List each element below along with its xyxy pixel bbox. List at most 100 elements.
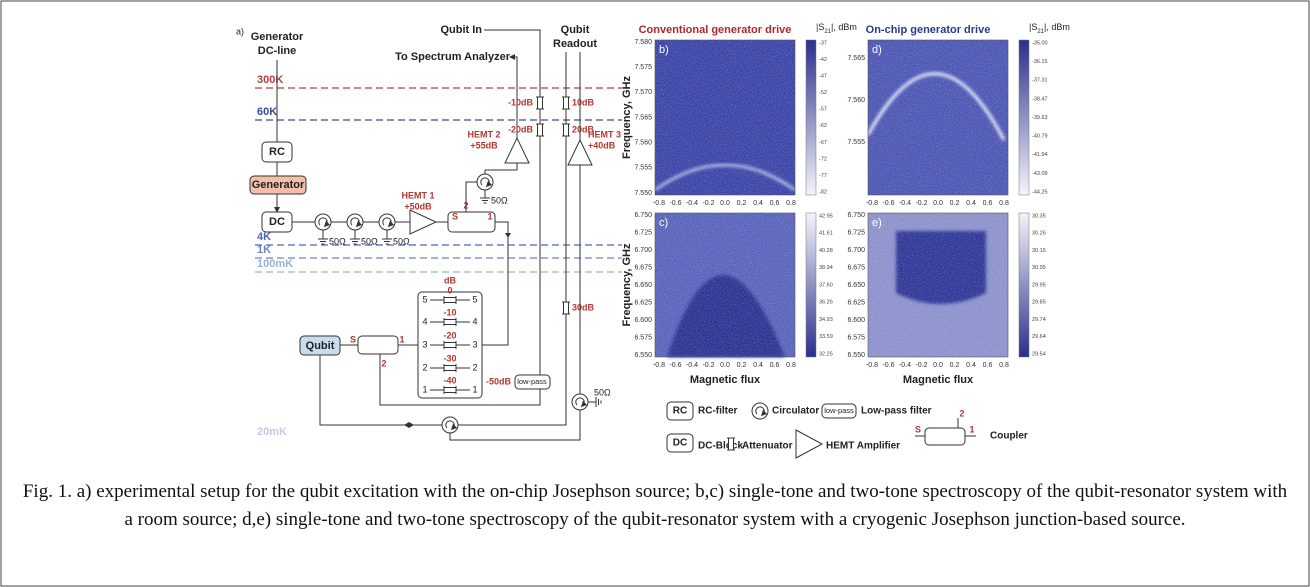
circulator-arrow [445, 420, 458, 431]
x-tick-label: 0.4 [966, 200, 976, 207]
ground [480, 192, 490, 204]
x-tick-label: 0.2 [737, 362, 747, 369]
colorbar-tick-label: -38.47 [1032, 96, 1048, 102]
circulator-arrow [350, 217, 363, 228]
ground [382, 233, 392, 245]
colorbar-tick-label: 38.94 [819, 265, 833, 271]
port-label: S [915, 424, 921, 434]
colorbar-tick-label: 29.54 [1032, 351, 1046, 357]
legend-rc [666, 401, 694, 421]
y-tick-label: 7.555 [634, 165, 652, 172]
panel-label: d) [872, 44, 882, 56]
x-tick-label: 0.2 [950, 362, 960, 369]
stage-label: 60K [257, 106, 277, 118]
y-axis-label: Frequency, GHz [621, 76, 633, 159]
switch-unit: dB [444, 275, 456, 285]
colorbar-tick-label: -57 [819, 107, 827, 113]
unit-part: |S [1029, 22, 1037, 32]
stage-label: 100mK [257, 258, 293, 270]
level-label: -30 [443, 353, 456, 363]
legend-text: Low-pass filter [861, 406, 932, 417]
amplifier [409, 209, 438, 235]
x-tick-label: -0.8 [866, 362, 878, 369]
attenuator [443, 297, 457, 303]
port-label: 1 [487, 211, 492, 221]
y-tick-label: 6.550 [634, 352, 652, 359]
amp-label: +50dB [404, 201, 432, 211]
legend-text: RC-filter [698, 406, 738, 417]
ground [590, 397, 602, 407]
level-label: 0 [447, 285, 452, 295]
x-tick-label: 0.4 [753, 362, 763, 369]
circulator [378, 213, 396, 231]
noise [655, 40, 795, 195]
circulator-arrow [318, 217, 331, 228]
x-tick-label: -0.8 [866, 200, 878, 207]
x-tick-label: 0.8 [786, 362, 796, 369]
wire [379, 353, 541, 406]
amp-label: HEMT 1 [401, 190, 434, 200]
line-label: Qubit [561, 24, 590, 36]
x-tick-label: -0.4 [899, 362, 911, 369]
panel-title: On-chip generator drive [866, 24, 991, 36]
load-label: 50Ω [594, 387, 611, 397]
circulator-arrow [382, 217, 395, 228]
circulator [314, 213, 332, 231]
colorbar-tick-label: 29.95 [1032, 282, 1046, 288]
double-arrow [404, 422, 414, 428]
attenuator [563, 96, 569, 110]
y-tick-label: 6.600 [634, 317, 652, 324]
attenuator-caps [727, 437, 735, 451]
y-tick-label: 6.600 [847, 317, 865, 324]
legend-text: HEMT Amplifier [826, 441, 900, 452]
colorbar [1018, 212, 1030, 358]
load-label: 50Ω [393, 236, 410, 246]
lowpass-box [514, 374, 551, 390]
stage-label: 20mK [257, 426, 287, 438]
atten-label: -20dB [508, 124, 534, 134]
wire [484, 29, 541, 375]
colorbar-tick-label: -36.15 [1032, 59, 1048, 65]
wire [484, 163, 518, 174]
y-tick-label: 6.700 [847, 247, 865, 254]
colorbar-tick-label: -41.94 [1032, 152, 1048, 158]
x-tick-label: 0.8 [999, 200, 1009, 207]
colorbar [805, 39, 817, 196]
legend-dc [666, 433, 694, 453]
panel-title: Conventional generator drive [639, 24, 792, 36]
attenuator [443, 342, 457, 348]
load-label: 50Ω [329, 236, 346, 246]
attenuator-caps [443, 296, 457, 304]
y-tick-label: 6.625 [634, 299, 652, 306]
box-label: RC [269, 146, 285, 158]
colorbar-tick-label: 29.85 [1032, 300, 1046, 306]
atten-label: -10dB [508, 97, 534, 107]
attenuator-caps [562, 96, 570, 110]
colorbar-tick-label: -42 [819, 57, 827, 63]
y-tick-label: 7.570 [634, 89, 652, 96]
amp-label: +40dB [588, 140, 616, 150]
stage-label: 4K [257, 231, 271, 243]
colorbar-tick-label: 37.60 [819, 282, 833, 288]
attenuator-caps [443, 386, 457, 394]
attenuator-caps [443, 318, 457, 326]
wire [509, 54, 518, 138]
unit-part: |, dBm [831, 22, 857, 32]
port-label: 1 [969, 424, 974, 434]
panel-label: a) [236, 26, 244, 36]
colorbar-tick-label: -62 [819, 123, 827, 129]
colorbar-tick-label: -39.63 [1032, 115, 1048, 121]
colorbar-tick-label: 30.15 [1032, 248, 1046, 254]
x-tick-label: 0.4 [966, 362, 976, 369]
attenuator-caps [536, 96, 544, 110]
attenuator-caps [443, 364, 457, 372]
attenuator-caps [562, 123, 570, 137]
x-tick-label: 0.0 [933, 200, 943, 207]
atten-label: 10dB [572, 97, 595, 107]
y-tick-label: 6.650 [634, 282, 652, 289]
line-label: DC-line [258, 45, 297, 57]
x-tick-label: 0.0 [933, 362, 943, 369]
load-label: 50Ω [491, 195, 508, 205]
port-label: 3 [472, 339, 477, 349]
